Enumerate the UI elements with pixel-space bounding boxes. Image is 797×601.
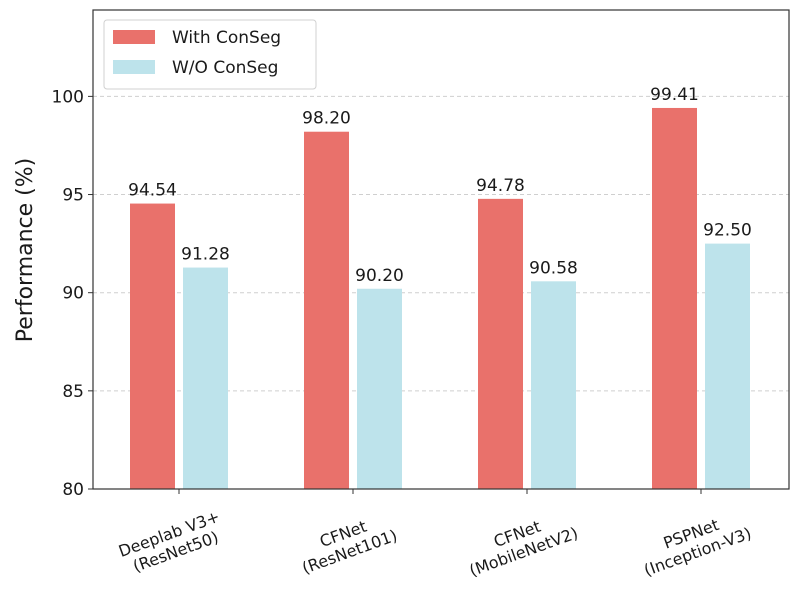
bar xyxy=(304,131,349,489)
data-label: 91.28 xyxy=(181,245,230,265)
bar xyxy=(183,267,228,489)
bars xyxy=(130,107,750,490)
data-label: 98.20 xyxy=(302,109,351,129)
legend-swatch xyxy=(113,30,155,44)
y-tick-label: 95 xyxy=(62,186,84,206)
bar xyxy=(357,288,402,489)
y-axis-label: Performance (%) xyxy=(13,158,38,342)
x-tick-label: CFNet(MobileNetV2) xyxy=(460,505,580,580)
data-label: 99.41 xyxy=(650,85,699,105)
data-label: 90.58 xyxy=(529,258,578,278)
plot-frame xyxy=(92,9,790,490)
data-labels: 94.54 91.28 98.20 90.20 94.78 90.58 99.41 92.50 xyxy=(128,85,752,286)
data-label: 90.20 xyxy=(355,266,404,286)
data-label: 94.54 xyxy=(128,181,177,201)
y-axis-ticks: 80 85 90 95 100 xyxy=(52,87,93,500)
bar xyxy=(478,198,523,490)
legend-label: With ConSeg xyxy=(172,28,281,48)
y-tick-label: 100 xyxy=(52,87,84,107)
bar xyxy=(130,203,175,489)
x-tick-label: Deeplab V3+(ResNet50) xyxy=(116,507,229,579)
legend-box xyxy=(103,19,317,90)
y-tick-label: 80 xyxy=(62,480,84,500)
legend-label: W/O ConSeg xyxy=(172,58,278,78)
legend: With ConSeg W/O ConSeg xyxy=(103,19,317,90)
bar xyxy=(652,107,697,490)
bar xyxy=(705,243,750,489)
y-tick-label: 85 xyxy=(62,382,84,402)
legend-swatch xyxy=(113,60,155,74)
x-tick-label: CFNet(ResNet101) xyxy=(293,508,400,578)
data-label: 94.78 xyxy=(476,176,525,196)
data-label: 92.50 xyxy=(703,221,752,241)
bar xyxy=(531,281,576,489)
x-tick-label: PSPNet(Inception-V3) xyxy=(635,506,754,580)
x-axis-ticks: Deeplab V3+(ResNet50) CFNet(ResNet101) CFN… xyxy=(116,489,754,580)
y-tick-label: 90 xyxy=(62,284,84,304)
